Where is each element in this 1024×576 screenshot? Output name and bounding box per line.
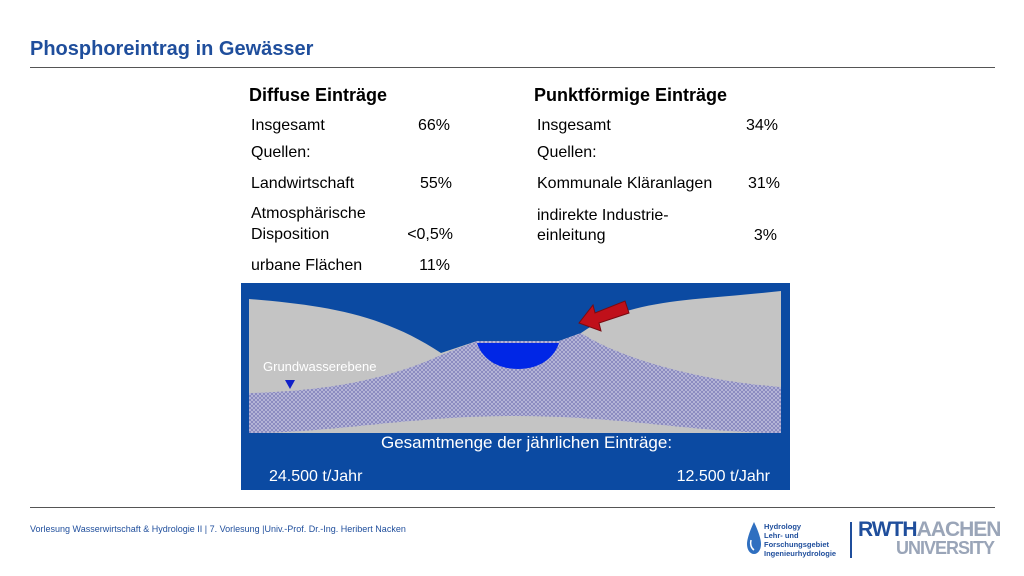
point-item-label: indirekte Industrie- <box>537 207 669 224</box>
diffuse-item-label: Atmosphärische <box>251 205 366 222</box>
point-item-label: Kommunale Kläranlagen <box>537 175 713 192</box>
hydrology-logo-text: Hydrology Lehr- und Forschungsgebiet Ing… <box>764 522 836 558</box>
water-drop-icon <box>747 522 761 554</box>
cross-section-diagram: Grundwasserebene Gesamtmenge der jährlic… <box>241 283 790 490</box>
diffuse-sources-label: Quellen: <box>251 144 311 161</box>
header-divider <box>30 67 995 68</box>
rwth-logo-part: RWTH <box>858 518 918 541</box>
rwth-logo: RWTHAACHEN UNIVERSITY <box>858 518 1002 560</box>
point-source-arrow-icon <box>578 300 630 332</box>
point-heading: Punktförmige Einträge <box>534 85 728 105</box>
diffuse-item-label: Landwirtschaft <box>251 175 355 192</box>
point-amount: 12.500 t/Jahr <box>676 468 770 485</box>
page-title: Phosphoreintrag in Gewässer <box>30 38 314 60</box>
hydrology-line: Hydrology <box>764 522 802 531</box>
rwth-logo-part: AACHEN <box>916 518 1002 541</box>
rwth-logo-line2: UNIVERSITY <box>896 538 995 558</box>
hydrology-line: Lehr- und <box>764 531 799 540</box>
diffuse-total-value: 66% <box>417 117 450 134</box>
diffuse-item-value: 55% <box>419 175 452 192</box>
point-sources-label: Quellen: <box>537 144 597 161</box>
hydrology-line: Forschungsgebiet <box>764 540 830 549</box>
hydrology-logo: Hydrology Lehr- und Forschungsgebiet Ing… <box>746 520 846 562</box>
point-total-label: Insgesamt <box>537 117 611 134</box>
footer-text: Vorlesung Wasserwirtschaft & Hydrologie … <box>30 524 406 534</box>
point-item-label-line2: einleitung <box>537 227 606 244</box>
hydrology-line: Ingenieurhydrologie <box>764 549 837 558</box>
footer-divider <box>30 507 995 508</box>
cross-section-graphic <box>249 291 781 433</box>
point-item-value: 31% <box>747 175 780 192</box>
diffuse-item-value: <0,5% <box>407 226 453 243</box>
diffuse-item-label-line2: Disposition <box>251 226 330 243</box>
diffuse-item-label: urbane Flächen <box>251 257 363 274</box>
total-caption: Gesamtmenge der jährlichen Einträge: <box>381 433 673 452</box>
groundwater-level-icon <box>285 380 295 389</box>
rwth-logo-line1: RWTHAACHEN <box>858 518 1002 542</box>
point-item-value: 3% <box>753 227 777 244</box>
diffuse-item-value: 11% <box>419 257 450 274</box>
diffuse-amount: 24.500 t/Jahr <box>269 468 363 485</box>
river-water <box>477 343 559 369</box>
point-total-value: 34% <box>745 117 778 134</box>
diffuse-heading: Diffuse Einträge <box>249 85 388 105</box>
groundwater-label: Grundwasserebene <box>263 359 377 374</box>
groundwater-zone <box>249 333 781 433</box>
diffuse-total-label: Insgesamt <box>251 117 325 134</box>
logo-separator <box>850 522 852 558</box>
